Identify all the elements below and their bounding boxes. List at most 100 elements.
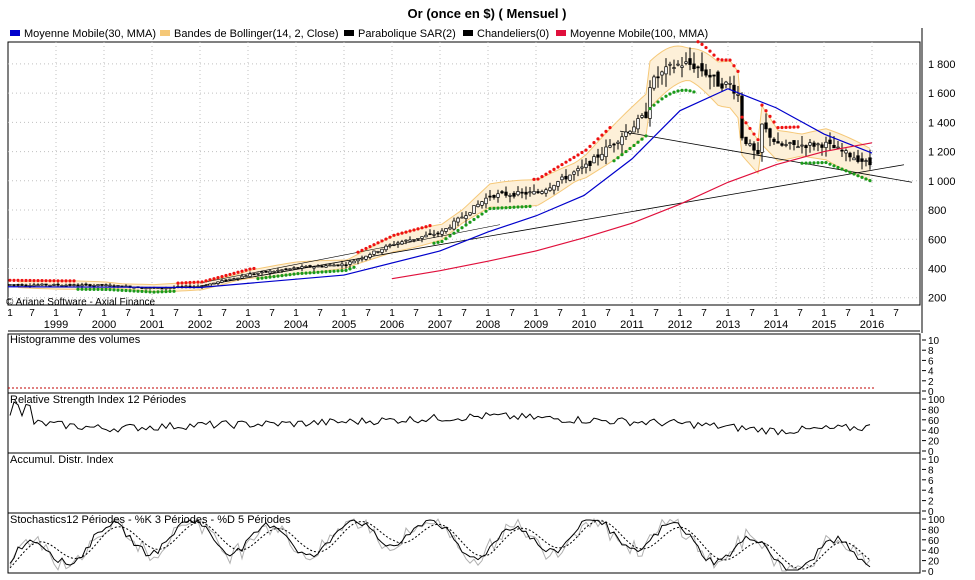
candle-body bbox=[44, 283, 48, 286]
moving-averages bbox=[7, 88, 873, 289]
sar-dot-up bbox=[496, 206, 500, 210]
candle-body bbox=[104, 284, 108, 287]
candle-body bbox=[16, 284, 20, 286]
candle-body bbox=[88, 284, 92, 287]
rsi-tick-label: 40 bbox=[928, 426, 940, 437]
sar-dot-up bbox=[144, 290, 148, 294]
sar-dot-up bbox=[296, 272, 300, 276]
sar-dot-up bbox=[160, 290, 164, 294]
candle-body bbox=[660, 71, 664, 76]
candle-body bbox=[796, 146, 800, 149]
stoch-tick-label: 80 bbox=[928, 525, 940, 536]
rsi-tick-label: 80 bbox=[928, 405, 940, 416]
sar-dot-up bbox=[832, 164, 836, 168]
sar-dot-down bbox=[784, 125, 788, 129]
candle-body bbox=[368, 254, 372, 258]
sar-dot-up bbox=[492, 206, 496, 210]
candle-body bbox=[488, 195, 492, 198]
candle-body bbox=[584, 163, 588, 168]
sar-dot-down bbox=[244, 268, 248, 272]
candle-body bbox=[76, 284, 80, 287]
candle-body bbox=[760, 123, 764, 153]
main-frame bbox=[7, 41, 921, 306]
sar-dot-up bbox=[104, 287, 108, 292]
rsi-panel-label: Relative Strength Index 12 Périodes bbox=[10, 394, 187, 406]
sar-dot-up bbox=[528, 204, 532, 208]
sar-dot-up bbox=[676, 89, 680, 93]
sar-dot-down bbox=[716, 57, 720, 61]
candle-body bbox=[312, 266, 316, 269]
sar-dot-up bbox=[88, 287, 92, 291]
sar-dot-up bbox=[84, 287, 88, 291]
stoch-k-line bbox=[9, 519, 871, 571]
legend-label-candles: Chandeliers(0) bbox=[477, 28, 549, 40]
candle-body bbox=[432, 233, 436, 236]
candle-body bbox=[544, 189, 548, 194]
sar-dot-up bbox=[484, 209, 488, 213]
candle-body bbox=[624, 131, 628, 137]
candle-body bbox=[560, 176, 564, 181]
month-tick-label: 7 bbox=[413, 308, 419, 319]
candle-body bbox=[456, 217, 460, 223]
rsi-tick-label: 100 bbox=[928, 395, 945, 406]
candle-body bbox=[360, 257, 364, 260]
sar-dot-up bbox=[468, 220, 472, 224]
sar-dot-up bbox=[800, 161, 804, 165]
candle-body bbox=[440, 230, 444, 235]
sar-dot-up bbox=[308, 271, 312, 275]
legend-label-sar: Parabolique SAR(2) bbox=[358, 28, 456, 40]
month-tick-label: 1 bbox=[7, 308, 13, 319]
sar-dot-up bbox=[312, 270, 316, 275]
candle-body bbox=[832, 144, 836, 149]
candle-body bbox=[596, 154, 600, 158]
stoch-tick-label: 60 bbox=[928, 536, 940, 547]
candle-body bbox=[588, 160, 592, 166]
sar-dot-up bbox=[288, 273, 292, 277]
candle-body bbox=[580, 166, 584, 169]
sar-dot-down bbox=[208, 278, 212, 282]
sar-dot-down bbox=[180, 281, 184, 285]
candle-body bbox=[792, 140, 796, 145]
sar-dot-down bbox=[544, 172, 548, 176]
month-tick-label: 1 bbox=[341, 308, 347, 319]
candle-body bbox=[208, 283, 212, 287]
sar-dot-up bbox=[168, 289, 172, 294]
sar-dot-up bbox=[480, 212, 484, 216]
candle-body bbox=[224, 279, 228, 282]
stoch-d-line bbox=[9, 520, 871, 570]
candle-body bbox=[212, 282, 216, 285]
sar-dot-down bbox=[408, 229, 412, 233]
sar-dot-up bbox=[124, 288, 128, 293]
month-tick-label: 7 bbox=[77, 308, 83, 319]
candle-body bbox=[100, 284, 104, 286]
sar-dot-down bbox=[712, 53, 716, 57]
sar-dot-up bbox=[612, 159, 616, 163]
stoch-panel-label: Stochastics12 Périodes - %K 3 Périodes -… bbox=[10, 514, 291, 526]
year-label: 2004 bbox=[284, 319, 308, 331]
sar-dot-up bbox=[508, 205, 512, 210]
sar-dot-down bbox=[216, 276, 220, 280]
candle-body bbox=[260, 271, 264, 274]
sar-dot-up bbox=[120, 288, 124, 292]
candle-body bbox=[72, 284, 76, 286]
sar-dot-down bbox=[424, 225, 428, 229]
month-tick-label: 1 bbox=[821, 308, 827, 319]
year-label: 2002 bbox=[188, 319, 212, 331]
candle-body bbox=[256, 272, 260, 275]
legend-swatch-bollinger bbox=[160, 30, 170, 36]
sar-dot-up bbox=[96, 287, 100, 291]
rsi-line bbox=[9, 401, 871, 436]
volume-tick-label: 2 bbox=[928, 377, 934, 388]
sar-dot-up bbox=[456, 228, 460, 233]
price-axis: 1 800 1 600 1 400 1 200 1 000 800 600 400 200 bbox=[921, 28, 956, 333]
sar-dot-up bbox=[284, 273, 288, 277]
candle-body bbox=[688, 58, 692, 65]
candle-body bbox=[412, 239, 416, 241]
candle-body bbox=[20, 284, 24, 286]
candle-body bbox=[300, 266, 304, 269]
month-tick-label: 7 bbox=[749, 308, 755, 319]
sar-dot-up bbox=[524, 204, 528, 209]
sar-dot-up bbox=[344, 268, 348, 272]
